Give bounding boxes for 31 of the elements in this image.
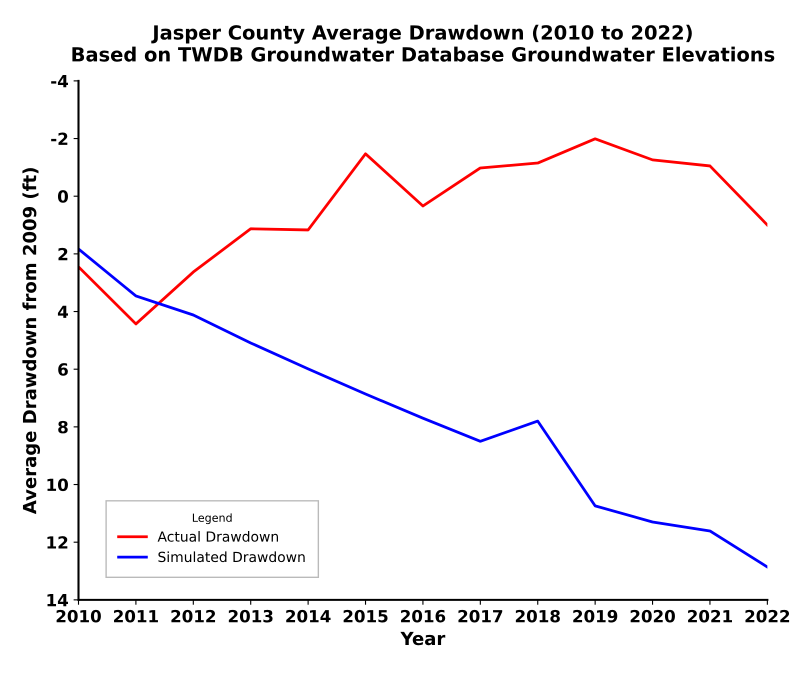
chart-title: Jasper County Average Drawdown (2010 to 2022) Based on TWDB Groundwater Database Groundwater Elevations: [72, 24, 774, 62]
x-axis-title: Year: [400, 632, 446, 646]
legend-label: Simulated Drawdown: [158, 551, 305, 562]
x-tick-label: 2015: [344, 610, 388, 622]
x-tick-label: 2017: [458, 610, 502, 622]
y-tick-label: 12: [47, 536, 68, 549]
x-tick-label: 2018: [516, 610, 560, 622]
x-tick-label: 2021: [688, 610, 732, 622]
y-tick-label: 2: [58, 248, 68, 260]
y-tick-label: 8: [58, 420, 68, 434]
line-series: [78, 137, 768, 326]
x-tick-label: 2012: [171, 610, 216, 622]
y-tick-label: 10: [47, 478, 68, 492]
x-tick-label: 2011: [114, 610, 158, 622]
x-tick-label: 2022: [745, 610, 790, 622]
y-tick-label: 14: [47, 594, 68, 606]
y-tick-label: -4: [51, 75, 68, 88]
x-tick-label: 2020: [630, 610, 675, 622]
x-tick-label: 2016: [401, 610, 446, 622]
line-series: [78, 248, 768, 568]
x-tick-label: 2013: [228, 610, 273, 622]
legend-title: Legend: [192, 513, 232, 524]
y-tick-label: -2: [51, 132, 68, 145]
y-axis-title: Average Drawdown from 2009 (ft): [22, 168, 40, 514]
x-tick-label: 2014: [286, 610, 331, 622]
y-tick-label: 0: [58, 190, 68, 203]
y-tick-label: 4: [58, 306, 68, 318]
y-tick-label: 6: [58, 363, 68, 376]
x-tick-label: 2019: [573, 610, 618, 622]
x-tick-label: 2010: [56, 610, 101, 622]
legend-label: Actual Drawdown: [158, 531, 278, 542]
